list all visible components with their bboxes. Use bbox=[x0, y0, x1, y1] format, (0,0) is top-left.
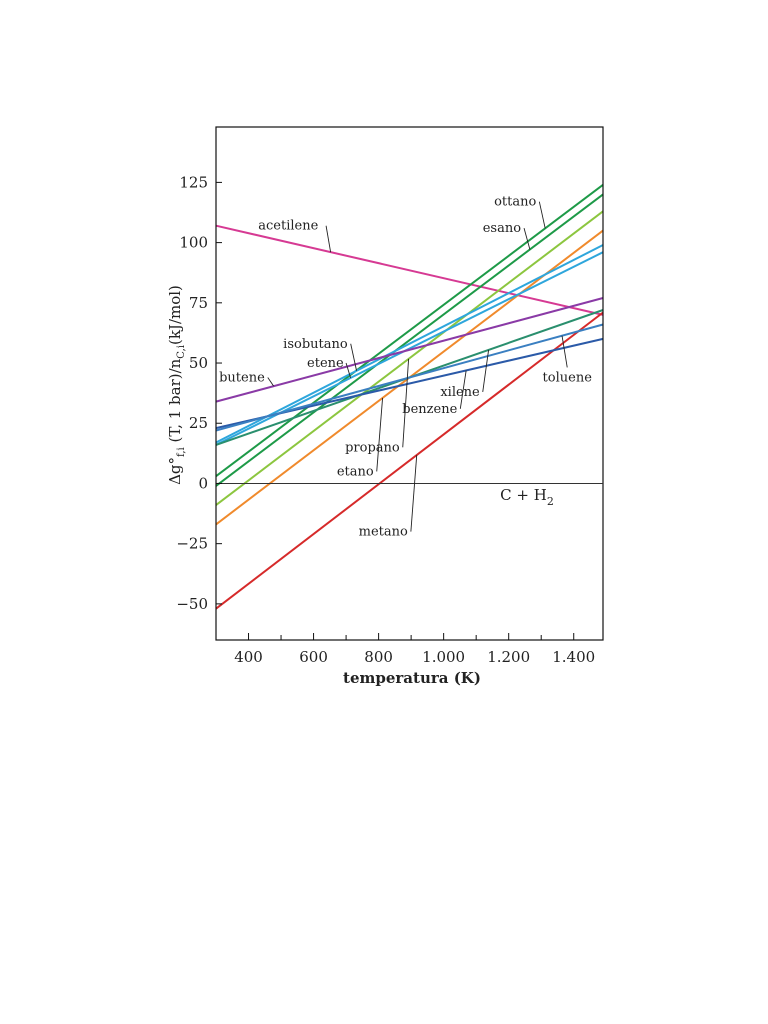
leader-line-propano bbox=[402, 358, 410, 448]
series-label-isobutano: isobutano bbox=[283, 337, 348, 352]
y-tick-label: 25 bbox=[189, 414, 208, 432]
leader-line-etano bbox=[376, 397, 384, 472]
x-axis-title: temperatura (K) bbox=[343, 669, 481, 687]
y-tick-label: 100 bbox=[179, 234, 208, 252]
leader-line-metano bbox=[410, 455, 418, 532]
series-line-butene bbox=[215, 297, 604, 403]
series-label-toluene: toluene bbox=[543, 370, 593, 385]
series-line-isobutano bbox=[215, 244, 604, 444]
x-tick-label: 400 bbox=[234, 648, 263, 666]
series-label-esano: esano bbox=[483, 221, 521, 236]
series-line-toluene bbox=[215, 323, 604, 432]
leader-line-xilene bbox=[482, 349, 490, 392]
leader-line-etene bbox=[345, 362, 352, 379]
leader-line-isobutano bbox=[350, 343, 358, 371]
y-tick-label: 50 bbox=[189, 354, 208, 372]
series-line-esano bbox=[215, 193, 604, 487]
series-label-acetilene: acetilene bbox=[258, 219, 318, 234]
series-line-acetilene bbox=[215, 224, 604, 316]
series-label-butene: butene bbox=[219, 370, 265, 385]
series-label-ottano: ottano bbox=[494, 195, 536, 210]
series-line-propano bbox=[215, 210, 604, 506]
y-tick-label: −50 bbox=[176, 595, 208, 613]
leader-line-ottano bbox=[538, 201, 546, 229]
leader-line-toluene bbox=[561, 335, 568, 368]
y-tick-label: −25 bbox=[176, 535, 208, 553]
y-tick-label: 75 bbox=[189, 294, 208, 312]
series-label-benzene: benzene bbox=[402, 402, 457, 417]
leader-line-acetilene bbox=[325, 225, 332, 253]
y-axis-title: Δg°f,i (T, 1 bar)/nC,i(kJ/mol) bbox=[166, 285, 187, 485]
x-tick-label: 1.400 bbox=[552, 648, 595, 666]
y-tick-label: 0 bbox=[198, 474, 208, 492]
plot-frame bbox=[215, 126, 604, 641]
svg-text:Δg°f,i (T, 1 bar)/nC,i(kJ/mol): Δg°f,i (T, 1 bar)/nC,i(kJ/mol) bbox=[166, 285, 187, 485]
y-tick-label: 125 bbox=[179, 173, 208, 191]
series-line-ottano bbox=[215, 184, 604, 477]
x-tick-label: 800 bbox=[364, 648, 393, 666]
reference-label: C + H2 bbox=[500, 486, 554, 508]
x-tick-label: 600 bbox=[299, 648, 328, 666]
series-label-propano: propano bbox=[345, 440, 400, 455]
series-label-metano: metano bbox=[359, 525, 408, 540]
series-label-xilene: xilene bbox=[440, 385, 480, 400]
series-label-etano: etano bbox=[337, 464, 374, 479]
leader-line-esano bbox=[523, 228, 531, 250]
x-tick-label: 1.000 bbox=[422, 648, 465, 666]
series-line-metano bbox=[215, 311, 604, 610]
leader-line-butene bbox=[267, 377, 275, 387]
series-label-etene: etene bbox=[307, 356, 344, 371]
x-tick-label: 1.200 bbox=[487, 648, 530, 666]
leader-line-benzene bbox=[459, 370, 467, 409]
